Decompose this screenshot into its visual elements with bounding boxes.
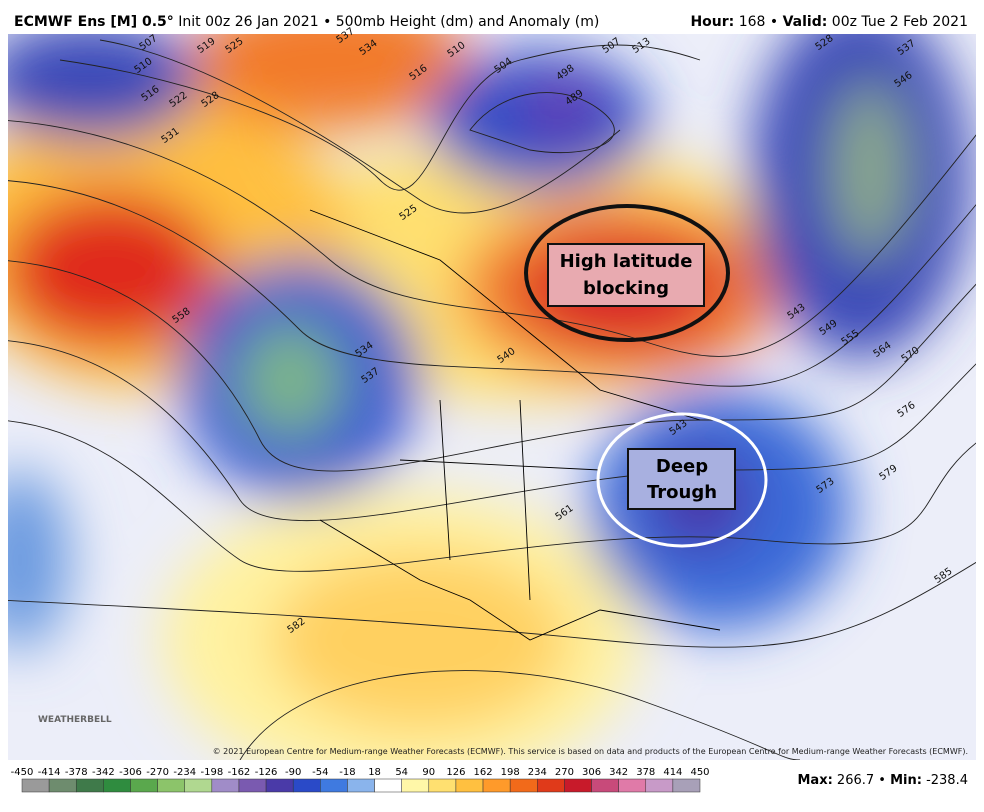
colorbar-label: 90 [422, 767, 435, 778]
colorbar-swatch [672, 778, 701, 793]
colorbar-swatch [455, 778, 484, 793]
colorbar-swatch [618, 778, 647, 793]
colorbar-swatch [564, 778, 592, 793]
header-left: ECMWF Ens [M] 0.5° Init 00z 26 Jan 2021 … [14, 14, 599, 30]
colorbar-label: -378 [65, 767, 88, 778]
colorbar-swatch [292, 778, 321, 793]
colorbar-label: -54 [312, 767, 328, 778]
colorbar-label: -18 [339, 767, 355, 778]
colorbar-swatch [509, 778, 538, 793]
colorbar-label: 270 [555, 767, 574, 778]
colorbar-label: -234 [173, 767, 196, 778]
colorbar-label: 306 [582, 767, 601, 778]
colorbar-label: -342 [92, 767, 115, 778]
colorbar: -450 -414 -378 -342 -306 -270 -234 -198 -162 -126… [11, 767, 710, 793]
valid: 00z Tue 2 Feb 2021 [832, 14, 968, 30]
logo: WEATHERBELL [38, 715, 112, 725]
colorbar-swatch [103, 778, 131, 793]
annotation-text: High latitude [560, 251, 693, 272]
min: -238.4 [926, 773, 968, 788]
colorbar-swatch [320, 778, 348, 793]
colorbar-swatch [75, 778, 104, 793]
colorbar-swatch [238, 778, 267, 793]
max: 266.7 [837, 773, 874, 788]
colorbar-swatch [130, 778, 158, 793]
colorbar-label: 342 [609, 767, 628, 778]
colorbar-swatch [482, 778, 511, 793]
colorbar-label: -306 [119, 767, 142, 778]
max-label: Max: [797, 773, 832, 788]
colorbar-swatch [184, 778, 213, 793]
colorbar-label: 18 [368, 767, 381, 778]
borders [309, 209, 721, 641]
colorbar-label: -450 [11, 767, 34, 778]
annotation-text: blocking [583, 278, 669, 299]
colorbar-swatch [428, 778, 457, 793]
colorbar-label: -270 [146, 767, 169, 778]
annotation-low: Deep Trough [596, 412, 768, 548]
colorbar-label: 54 [395, 767, 408, 778]
annotation-text: Deep [656, 456, 708, 477]
annotation-text: Trough [647, 482, 717, 503]
colorbar-swatch [48, 778, 77, 793]
annotation-high: High latitude blocking [524, 204, 730, 342]
valid-label: Valid: [783, 14, 828, 30]
copyright: © 2021 European Centre for Medium-range … [213, 747, 968, 756]
colorbar-label: -198 [200, 767, 223, 778]
model: ECMWF Ens [M] 0.5° [14, 14, 174, 30]
colorbar-label: 198 [501, 767, 520, 778]
colorbar-swatch [347, 778, 375, 793]
colorbar-label: -414 [38, 767, 61, 778]
colorbar-label: -90 [285, 767, 301, 778]
colorbar-label: 378 [636, 767, 655, 778]
colorbar-swatch [157, 778, 185, 793]
colorbar-swatch [537, 778, 565, 793]
colorbar-label: 414 [663, 767, 682, 778]
colorbar-label: -126 [255, 767, 278, 778]
header-right: Hour: 168 • Valid: 00z Tue 2 Feb 2021 [690, 14, 968, 30]
min-label: Min: [890, 773, 922, 788]
annotation-ring [524, 204, 730, 342]
colorbar-swatch [21, 778, 50, 793]
colorbar-label: -162 [228, 767, 251, 778]
colorbar-label: 162 [473, 767, 492, 778]
annotation-ring [596, 412, 768, 548]
colorbar-label: 126 [446, 767, 465, 778]
colorbar-label: 450 [690, 767, 709, 778]
map: WEATHERBELL © 2021 European Centre for M… [8, 34, 976, 760]
hour: 168 • [739, 14, 778, 30]
stats: Max: 266.7 • Min: -238.4 [797, 773, 968, 788]
annotation-box [627, 448, 736, 510]
annotation-box [547, 243, 705, 307]
colorbar-swatch [211, 778, 240, 793]
colorbar-swatch [401, 778, 430, 793]
colorbar-swatch [645, 778, 674, 793]
colorbar-swatch [265, 778, 294, 793]
height-contours [8, 39, 976, 760]
colorbar-swatch [591, 778, 619, 793]
description: Init 00z 26 Jan 2021 • 500mb Height (dm)… [178, 14, 599, 30]
hour-label: Hour: [690, 14, 734, 30]
colorbar-swatch [374, 778, 402, 793]
colorbar-label: 234 [528, 767, 547, 778]
